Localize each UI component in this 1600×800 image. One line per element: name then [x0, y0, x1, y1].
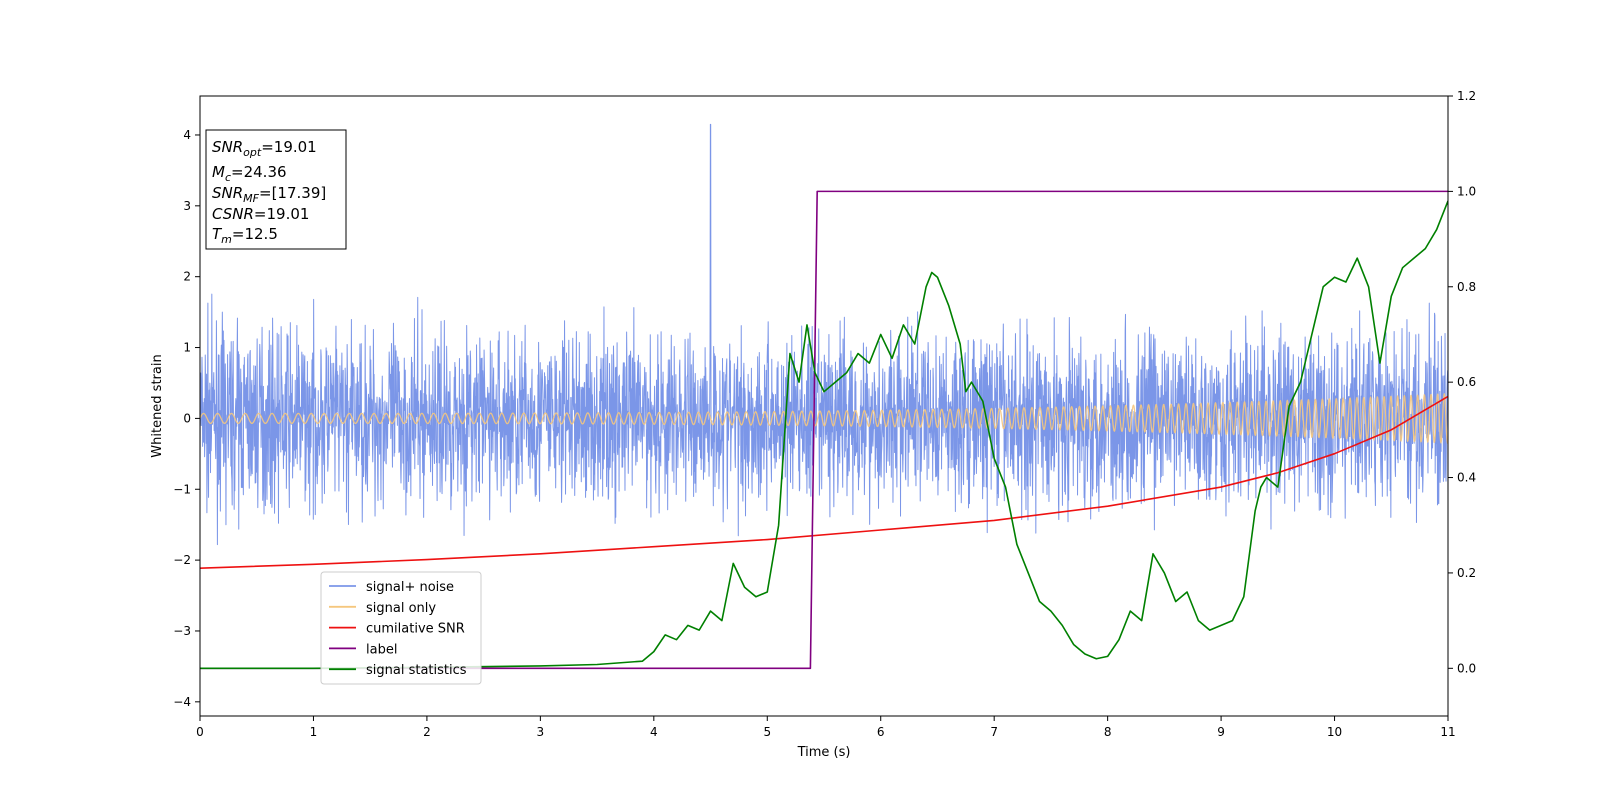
- y-tick-label: −3: [173, 624, 191, 638]
- annotation-subscript: opt: [243, 146, 262, 159]
- y-tick-label: −4: [173, 695, 191, 709]
- y2-tick-label: 1.0: [1457, 184, 1476, 198]
- y-axis-left: −4 −3 −2 −1 0 1 2 3 4: [173, 128, 200, 709]
- legend-label: label: [366, 642, 397, 657]
- series-layer: [200, 123, 1448, 670]
- x-tick-label: 0: [196, 725, 204, 739]
- y2-tick-label: 0.6: [1457, 375, 1476, 389]
- legend-label: signal only: [366, 601, 436, 616]
- legend: signal+ noise signal only cumilative SNR la…: [320, 571, 482, 685]
- series-line-4: [200, 200, 1448, 670]
- y-axis-label: Whitened strain: [150, 354, 165, 457]
- annotation-line: SNRMF=[17.39]: [212, 184, 326, 205]
- annotation-subscript: m: [221, 233, 232, 246]
- y-tick-label: 3: [183, 199, 191, 213]
- series-line-3: [200, 190, 1448, 670]
- x-axis: 0 1 2 3 4 5 6 7 8 9 10 11: [196, 716, 1456, 739]
- legend-label: signal statistics: [366, 663, 467, 678]
- annotation-symbol: SNR: [212, 184, 243, 202]
- x-axis-label: Time (s): [797, 745, 851, 760]
- x-tick-label: 1: [310, 725, 318, 739]
- series-line-2: [200, 395, 1448, 569]
- y2-tick-label: 0.8: [1457, 280, 1476, 294]
- y-tick-label: −2: [173, 553, 191, 567]
- series-line-0: [200, 123, 1448, 546]
- y-tick-label: 4: [183, 128, 191, 142]
- x-tick-label: 4: [650, 725, 658, 739]
- x-tick-label: 3: [537, 725, 545, 739]
- y2-tick-label: 0.2: [1457, 566, 1476, 580]
- x-tick-label: 8: [1104, 725, 1112, 739]
- y-tick-label: −1: [173, 482, 191, 496]
- x-tick-label: 5: [763, 725, 771, 739]
- annotation-subscript: MF: [243, 192, 259, 205]
- x-tick-label: 10: [1327, 725, 1342, 739]
- y-axis-right: 0.0 0.2 0.4 0.6 0.8 1.0 1.2: [1448, 89, 1476, 675]
- annotation-symbol: SNR: [212, 138, 243, 156]
- y-tick-label: 2: [183, 270, 191, 284]
- y2-tick-label: 0.0: [1457, 661, 1476, 675]
- legend-label: signal+ noise: [366, 580, 454, 595]
- annotation-value: =12.5: [232, 225, 278, 243]
- legend-frame: [320, 571, 482, 685]
- annotation-value: =19.01: [254, 205, 310, 223]
- annotation-line: Tm=12.5: [212, 225, 278, 246]
- annotation-symbol: CSNR: [212, 205, 254, 223]
- legend-label: cumilative SNR: [366, 622, 465, 637]
- stats-annotation: SNRopt=19.01Mc=24.36SNRMF=[17.39]CSNR=19…: [205, 129, 347, 250]
- x-tick-label: 6: [877, 725, 885, 739]
- annotation-line: SNRopt=19.01: [212, 138, 317, 159]
- x-tick-label: 2: [423, 725, 431, 739]
- annotation-value: =24.36: [231, 163, 287, 181]
- y-tick-label: 0: [183, 411, 191, 425]
- annotation-subscript: c: [225, 171, 231, 184]
- annotation-line: CSNR=19.01: [212, 205, 309, 223]
- x-tick-label: 9: [1217, 725, 1225, 739]
- y-tick-label: 1: [183, 341, 191, 355]
- annotation-symbol: M: [212, 163, 225, 181]
- x-tick-label: 11: [1440, 725, 1455, 739]
- plot-frame: [199, 95, 1449, 717]
- annotation-symbol: T: [212, 225, 223, 243]
- annotation-value: =19.01: [261, 138, 317, 156]
- annotation-line: Mc=24.36: [212, 163, 287, 184]
- annotation-value: =[17.39]: [259, 184, 326, 202]
- x-tick-label: 7: [990, 725, 998, 739]
- y2-tick-label: 0.4: [1457, 471, 1476, 485]
- series-line-1: [200, 393, 1448, 444]
- annotation-frame: [205, 129, 347, 250]
- y2-tick-label: 1.2: [1457, 89, 1476, 103]
